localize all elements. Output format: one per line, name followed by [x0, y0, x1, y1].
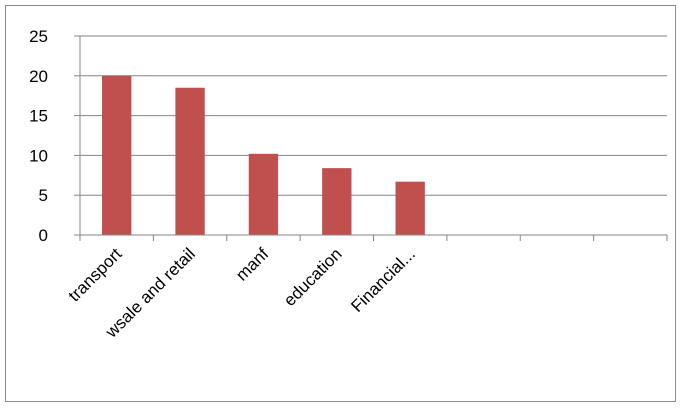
bar	[102, 75, 132, 235]
y-tick-label: 0	[39, 226, 48, 245]
y-tick-label: 25	[29, 27, 48, 46]
x-category-label: education	[280, 244, 346, 310]
axes	[74, 35, 668, 241]
bar	[175, 87, 205, 236]
y-tick-label: 10	[29, 146, 48, 165]
bar	[248, 153, 279, 235]
y-tick-label: 5	[39, 186, 48, 205]
y-tick-label: 15	[29, 107, 48, 126]
gridlines	[80, 35, 667, 196]
y-tick-label: 20	[29, 67, 48, 86]
x-category-label: Financial...	[347, 244, 419, 316]
bar	[322, 168, 352, 235]
x-category-label: manf	[232, 244, 272, 284]
bars	[102, 75, 425, 236]
x-category-label: transport	[65, 244, 126, 305]
y-tick-labels: 0 5 10 15 20 25	[29, 27, 48, 245]
bar	[395, 181, 425, 235]
